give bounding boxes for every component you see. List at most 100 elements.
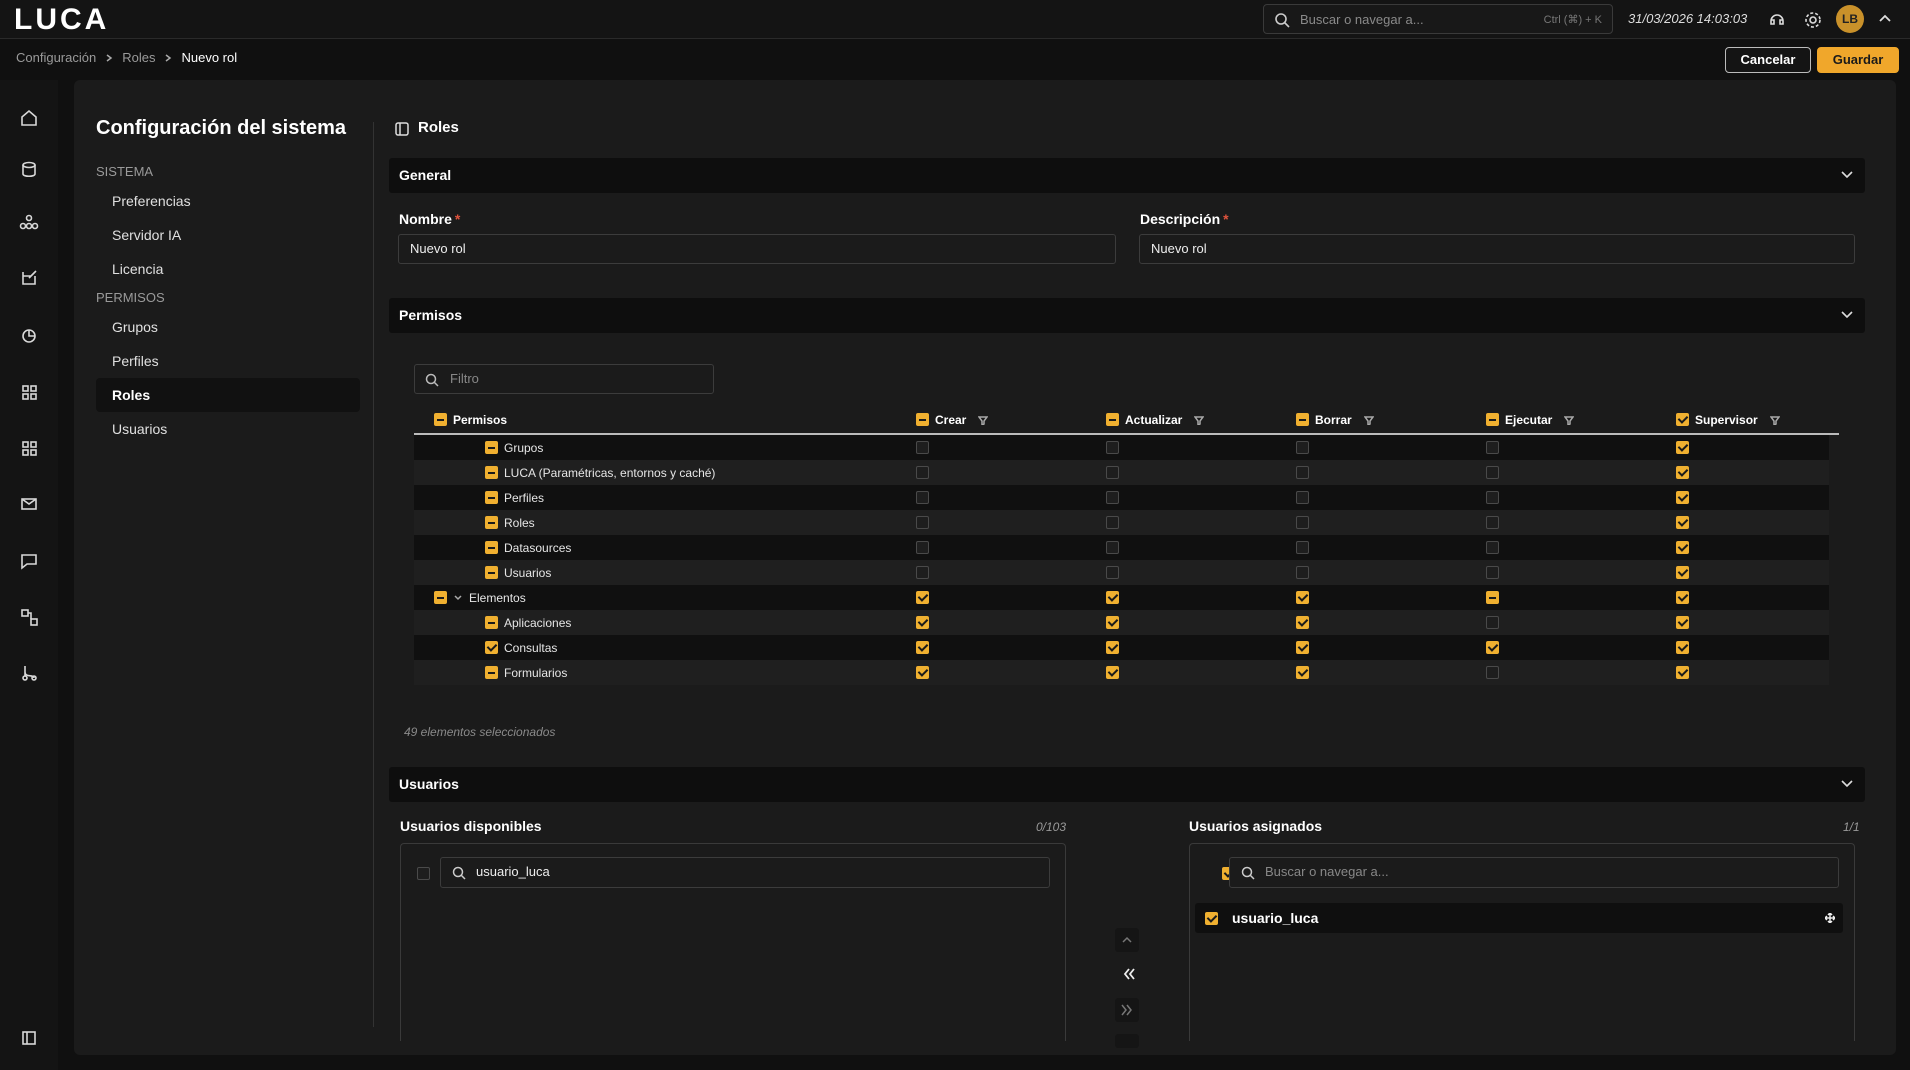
settings-icon[interactable] <box>1804 11 1822 29</box>
permission-checkbox[interactable] <box>916 616 929 629</box>
filter-icon[interactable] <box>1194 415 1205 425</box>
permission-checkbox[interactable] <box>1676 591 1689 604</box>
user-avatar[interactable]: LB <box>1836 5 1864 33</box>
chart-icon[interactable] <box>22 329 36 343</box>
permission-checkbox[interactable] <box>1486 466 1499 479</box>
permission-checkbox[interactable] <box>1676 466 1689 479</box>
permission-checkbox[interactable] <box>1296 466 1309 479</box>
name-input[interactable]: Nuevo rol <box>398 234 1116 264</box>
mail-icon[interactable] <box>21 498 37 510</box>
header-checkbox[interactable] <box>1106 413 1119 426</box>
user-checkbox[interactable] <box>1205 911 1218 925</box>
row-checkbox[interactable] <box>434 591 447 604</box>
row-checkbox[interactable] <box>485 466 498 479</box>
permission-checkbox[interactable] <box>1486 491 1499 504</box>
database-icon[interactable] <box>22 161 36 178</box>
permission-checkbox[interactable] <box>1486 566 1499 579</box>
header-checkbox[interactable] <box>1486 413 1499 426</box>
move-down-button[interactable] <box>1115 1034 1139 1048</box>
available-search[interactable]: usuario_luca <box>440 857 1050 888</box>
permission-checkbox[interactable] <box>1486 641 1499 654</box>
permission-checkbox[interactable] <box>1486 616 1499 629</box>
section-header[interactable]: Permisos <box>389 298 1865 333</box>
permission-checkbox[interactable] <box>1106 516 1119 529</box>
collapse-icon[interactable] <box>1878 13 1892 23</box>
nav-item[interactable]: Servidor IA <box>112 227 182 243</box>
header-checkbox[interactable] <box>434 413 447 426</box>
permission-checkbox[interactable] <box>916 641 929 654</box>
logo[interactable]: LUCA <box>14 3 110 36</box>
breadcrumb-item[interactable]: Configuración <box>16 50 97 65</box>
permission-checkbox[interactable] <box>1676 441 1689 454</box>
select-all-checkbox[interactable] <box>417 867 430 880</box>
permission-checkbox[interactable] <box>916 566 929 579</box>
nav-item[interactable]: Grupos <box>112 319 158 335</box>
permission-checkbox[interactable] <box>1296 491 1309 504</box>
header-checkbox[interactable] <box>1676 413 1689 426</box>
permission-checkbox[interactable] <box>1106 541 1119 554</box>
permission-checkbox[interactable] <box>1106 466 1119 479</box>
section-header[interactable]: Usuarios <box>389 767 1865 802</box>
branch-icon[interactable] <box>22 666 37 681</box>
filter-icon[interactable] <box>1363 415 1374 425</box>
permission-checkbox[interactable] <box>1676 616 1689 629</box>
permission-checkbox[interactable] <box>1296 641 1309 654</box>
move-up-button[interactable] <box>1115 928 1139 952</box>
cancel-button[interactable]: Cancelar <box>1725 47 1811 73</box>
filter-icon[interactable] <box>978 415 989 425</box>
dashboard-icon[interactable] <box>22 385 37 400</box>
permission-checkbox[interactable] <box>1486 591 1499 604</box>
permission-checkbox[interactable] <box>1106 641 1119 654</box>
flow-icon[interactable] <box>21 609 38 626</box>
permission-checkbox[interactable] <box>1296 541 1309 554</box>
filter-input[interactable]: Filtro <box>414 364 714 394</box>
permission-checkbox[interactable] <box>916 541 929 554</box>
nav-item[interactable]: Preferencias <box>112 193 191 209</box>
row-checkbox[interactable] <box>485 566 498 579</box>
permission-checkbox[interactable] <box>1296 666 1309 679</box>
row-checkbox[interactable] <box>485 516 498 529</box>
sidebar-toggle-icon[interactable] <box>22 1031 36 1045</box>
support-icon[interactable] <box>1768 11 1786 29</box>
apps-icon[interactable] <box>22 441 37 456</box>
permission-checkbox[interactable] <box>1486 516 1499 529</box>
permission-checkbox[interactable] <box>1296 566 1309 579</box>
permission-checkbox[interactable] <box>1106 666 1119 679</box>
filter-icon[interactable] <box>1769 415 1780 425</box>
permission-checkbox[interactable] <box>1106 491 1119 504</box>
permission-checkbox[interactable] <box>1106 591 1119 604</box>
permission-checkbox[interactable] <box>916 591 929 604</box>
assigned-user[interactable]: usuario_luca <box>1195 903 1843 933</box>
permission-checkbox[interactable] <box>1106 441 1119 454</box>
permission-checkbox[interactable] <box>1676 516 1689 529</box>
permission-checkbox[interactable] <box>1676 666 1689 679</box>
row-checkbox[interactable] <box>485 641 498 654</box>
permission-checkbox[interactable] <box>1106 616 1119 629</box>
move-left-button[interactable] <box>1123 968 1135 980</box>
nav-item[interactable]: Usuarios <box>112 421 168 437</box>
row-checkbox[interactable] <box>485 666 498 679</box>
permission-checkbox[interactable] <box>1486 541 1499 554</box>
permission-checkbox[interactable] <box>1676 541 1689 554</box>
permission-checkbox[interactable] <box>916 491 929 504</box>
assigned-search[interactable]: Buscar o navegar a... <box>1229 857 1839 888</box>
save-button[interactable]: Guardar <box>1817 47 1899 73</box>
chevron[interactable] <box>453 593 463 603</box>
permission-checkbox[interactable] <box>916 516 929 529</box>
permission-checkbox[interactable] <box>916 666 929 679</box>
permission-checkbox[interactable] <box>1676 491 1689 504</box>
edit-icon[interactable] <box>22 270 37 285</box>
network-icon[interactable] <box>19 214 39 230</box>
permission-checkbox[interactable] <box>916 466 929 479</box>
row-checkbox[interactable] <box>485 616 498 629</box>
breadcrumb-item[interactable]: Roles <box>122 50 156 65</box>
row-checkbox[interactable] <box>485 441 498 454</box>
row-checkbox[interactable] <box>485 541 498 554</box>
nav-item[interactable]: Roles <box>96 378 360 412</box>
permission-checkbox[interactable] <box>1676 641 1689 654</box>
section-header[interactable]: General <box>389 158 1865 193</box>
description-input[interactable]: Nuevo rol <box>1139 234 1855 264</box>
filter-icon[interactable] <box>1564 415 1575 425</box>
chat-icon[interactable] <box>21 554 37 570</box>
nav-item[interactable]: Licencia <box>112 261 164 277</box>
